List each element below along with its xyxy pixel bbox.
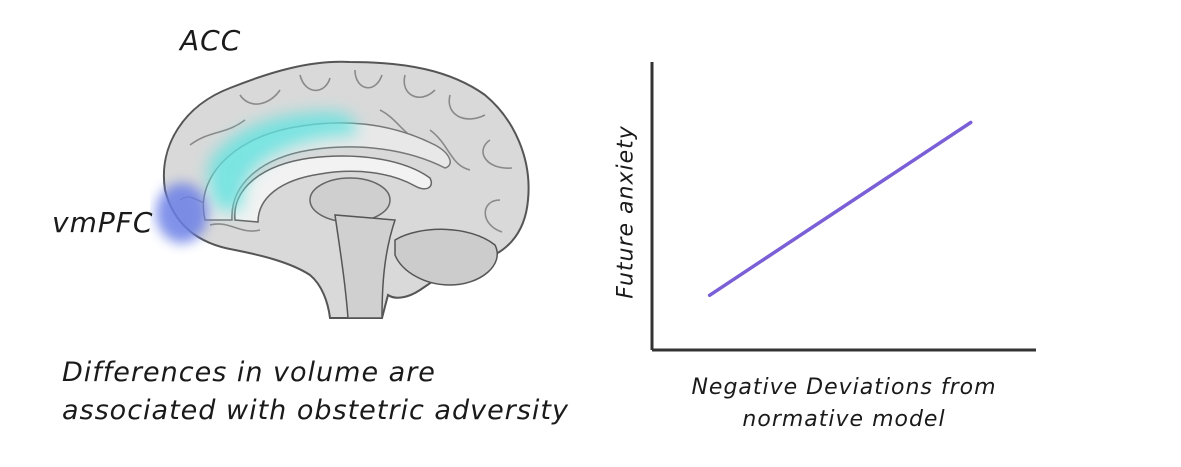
brain-illustration: [156, 60, 530, 319]
corpus-callosum: [234, 155, 432, 223]
x-axis-label-line-2: normative model: [742, 407, 946, 432]
cerebellum: [394, 228, 498, 286]
series-line-0: [707, 120, 973, 298]
x-axis-label: Negative Deviations from normative model: [652, 372, 1036, 436]
caption: Differences in volume are associated wit…: [62, 354, 569, 430]
vmpfc-region-highlight: [156, 183, 208, 243]
line-chart: [650, 62, 1036, 352]
thalamus: [309, 177, 391, 223]
x-axis-label-line-1: Negative Deviations from: [691, 375, 997, 400]
series-layer: [707, 120, 973, 298]
caption-line-1: Differences in volume are: [62, 357, 436, 388]
vmpfc-label: vmPFC: [52, 206, 154, 239]
caption-line-2: associated with obstetric adversity: [62, 395, 569, 426]
brainstem: [334, 214, 397, 319]
y-axis-label: Future anxiety: [613, 125, 639, 299]
acc-region-highlight: [207, 112, 357, 210]
acc-label: ACC: [180, 24, 242, 57]
